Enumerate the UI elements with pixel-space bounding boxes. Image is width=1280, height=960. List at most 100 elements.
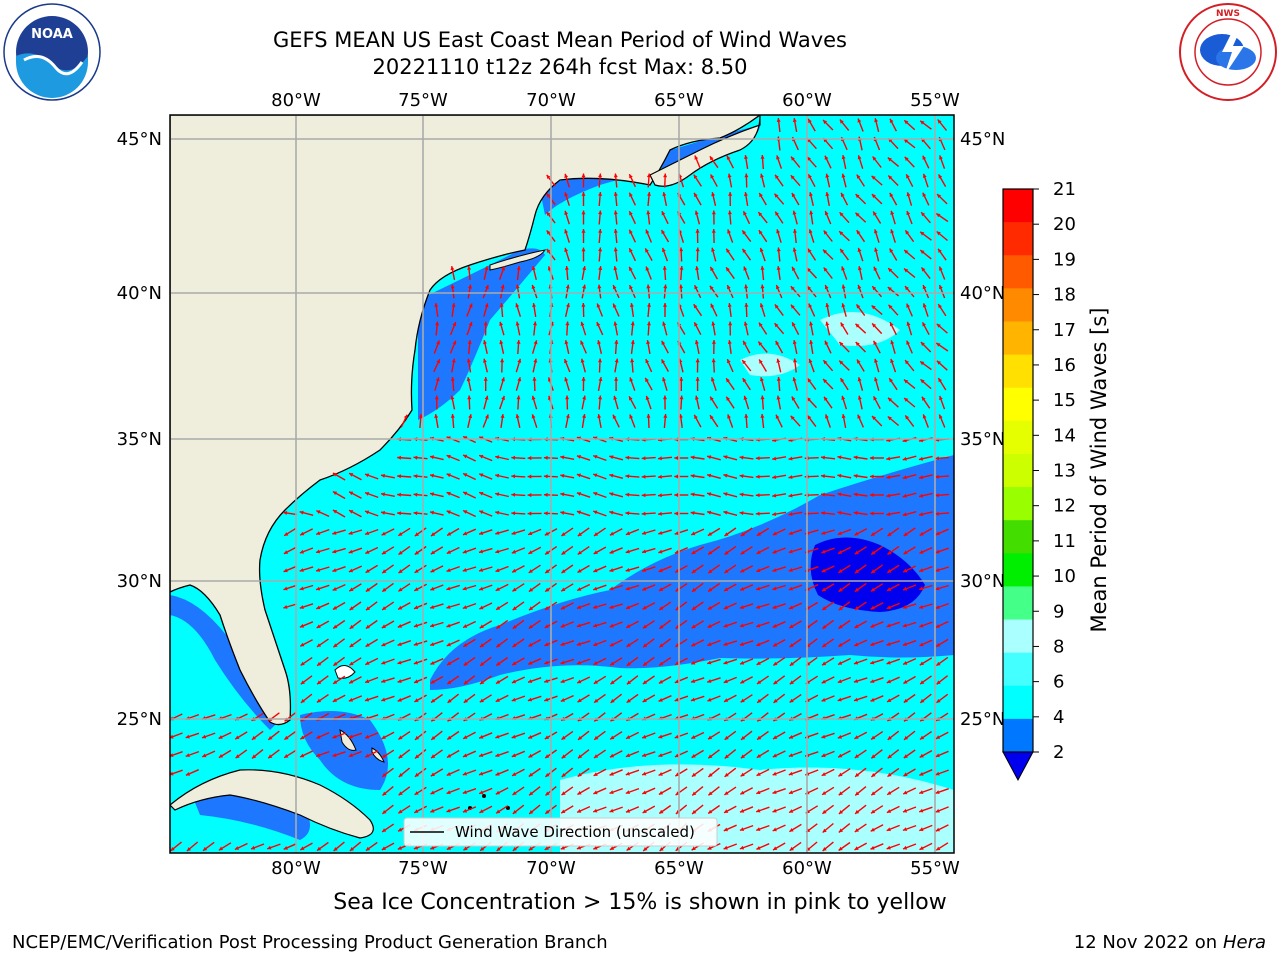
wave-direction-arrowhead — [837, 455, 842, 460]
wave-direction-arrowhead — [381, 624, 386, 628]
wave-direction-arrowhead — [613, 229, 618, 233]
wave-direction-arrowhead — [398, 735, 403, 740]
wave-direction-arrowhead — [381, 510, 385, 515]
wave-direction-arrowhead — [430, 623, 435, 628]
wave-direction-arrowhead — [756, 568, 761, 573]
wave-direction-arrowhead — [467, 395, 472, 400]
wave-direction-arrowhead — [565, 284, 570, 289]
colorbar-segment — [1003, 652, 1033, 687]
wave-direction-arrowhead — [560, 623, 565, 628]
wave-direction-arrowhead — [936, 213, 941, 218]
wave-direction-arrowhead — [430, 586, 435, 591]
wave-direction-arrowhead — [576, 455, 581, 459]
lon-label: 60°W — [782, 858, 832, 879]
wave-direction-arrowhead — [854, 569, 860, 574]
wave-direction-arrowhead — [857, 284, 862, 290]
wave-direction-arrowhead — [728, 321, 733, 326]
wave-direction-arrowhead — [348, 549, 353, 554]
wave-direction-arrowhead — [576, 845, 582, 850]
lat-label: 45°N — [117, 129, 162, 150]
wave-direction-arrowhead — [793, 358, 797, 363]
wave-direction-arrowhead — [348, 531, 353, 535]
wave-direction-arrowhead — [446, 586, 451, 591]
wave-direction-arrowhead — [791, 396, 796, 401]
wave-direction-arrowhead — [581, 303, 586, 307]
wave-direction-arrowhead — [939, 414, 943, 419]
wave-direction-arrowhead — [545, 809, 550, 814]
wave-direction-arrowhead — [512, 810, 517, 814]
lon-label: 65°W — [654, 858, 704, 879]
wave-direction-arrowhead — [854, 531, 859, 536]
wave-direction-arrowhead — [582, 395, 587, 400]
wave-direction-arrowhead — [349, 606, 354, 610]
top-longitude-labels: 80°W 75°W 70°W 65°W 60°W 55°W — [271, 90, 960, 111]
wave-direction-arrowhead — [218, 846, 224, 851]
wave-direction-arrowhead — [756, 605, 761, 609]
wave-direction-arrowhead — [855, 342, 860, 347]
wave-direction-arrowhead — [661, 230, 666, 235]
wave-direction-arrowhead — [870, 697, 875, 702]
wave-direction-arrowhead — [920, 680, 925, 685]
wave-direction-arrowhead — [299, 549, 304, 554]
wave-direction-arrowhead — [382, 828, 387, 832]
wave-direction-arrowhead — [806, 267, 811, 272]
wave-direction-arrowhead — [758, 212, 763, 217]
wave-direction-arrowhead — [332, 531, 337, 535]
wave-direction-arrowhead — [662, 395, 667, 400]
wave-direction-arrowhead — [936, 846, 941, 851]
wave-direction-arrowhead — [495, 568, 500, 573]
wave-direction-arrowhead — [870, 679, 875, 683]
wave-direction-arrowhead — [659, 809, 664, 814]
wave-direction-arrowhead — [593, 680, 598, 684]
wave-direction-arrowhead — [643, 847, 648, 851]
wave-direction-arrowhead — [397, 697, 402, 702]
wave-direction-arrowhead — [772, 808, 777, 813]
wave-direction-arrowhead — [936, 231, 941, 236]
colorbar-tick-label: 12 — [1053, 496, 1076, 517]
wave-direction-arrowhead — [468, 303, 473, 308]
wave-direction-arrowhead — [707, 697, 712, 702]
wave-direction-arrowhead — [658, 549, 663, 554]
wave-direction-arrowhead — [463, 510, 468, 514]
wave-direction-arrowhead — [825, 192, 830, 197]
wave-direction-arrowhead — [739, 827, 745, 831]
wave-direction-arrowhead — [598, 210, 603, 215]
colorbar-tick-label: 15 — [1053, 390, 1076, 411]
machine-name: Hera — [1222, 932, 1266, 953]
wave-direction-arrowhead — [527, 697, 533, 702]
wave-direction-arrowhead — [642, 809, 647, 813]
wave-direction-arrowhead — [887, 698, 892, 702]
wave-direction-arrowhead — [837, 492, 842, 497]
wave-direction-arrowhead — [479, 473, 484, 478]
wave-direction-arrowhead — [874, 229, 878, 234]
wave-direction-arrowhead — [772, 493, 777, 498]
wave-direction-arrowhead — [937, 119, 942, 124]
wave-direction-arrowhead — [724, 550, 729, 555]
wave-direction-arrowhead — [463, 735, 468, 739]
wave-direction-arrowhead — [430, 661, 435, 665]
wave-direction-arrowhead — [825, 173, 830, 178]
wave-direction-arrowhead — [512, 606, 517, 611]
wave-direction-arrowhead — [854, 606, 859, 610]
wave-direction-arrowhead — [564, 173, 569, 178]
land-north-america — [170, 115, 762, 726]
wave-direction-arrowhead — [723, 455, 728, 460]
wave-direction-arrowhead — [710, 396, 714, 401]
wave-direction-arrowhead — [414, 532, 419, 537]
wave-direction-arrowhead — [837, 473, 842, 478]
wave-direction-arrowhead — [546, 174, 551, 179]
wave-direction-arrowhead — [856, 304, 861, 309]
wave-direction-arrowhead — [496, 606, 501, 610]
wave-direction-arrowhead — [727, 173, 732, 178]
wave-direction-arrowhead — [397, 455, 401, 460]
wave-direction-arrowhead — [773, 642, 778, 647]
wave-direction-arrowhead — [511, 549, 516, 554]
wave-direction-arrowhead — [413, 492, 418, 497]
wave-direction-arrowhead — [577, 587, 582, 591]
wave-direction-arrowhead — [691, 660, 696, 665]
wave-direction-arrowhead — [614, 340, 619, 344]
wave-direction-arrowhead — [446, 550, 451, 554]
wave-direction-arrowhead — [902, 642, 907, 646]
wave-direction-arrowhead — [283, 586, 288, 591]
wave-direction-arrowhead — [872, 156, 877, 161]
